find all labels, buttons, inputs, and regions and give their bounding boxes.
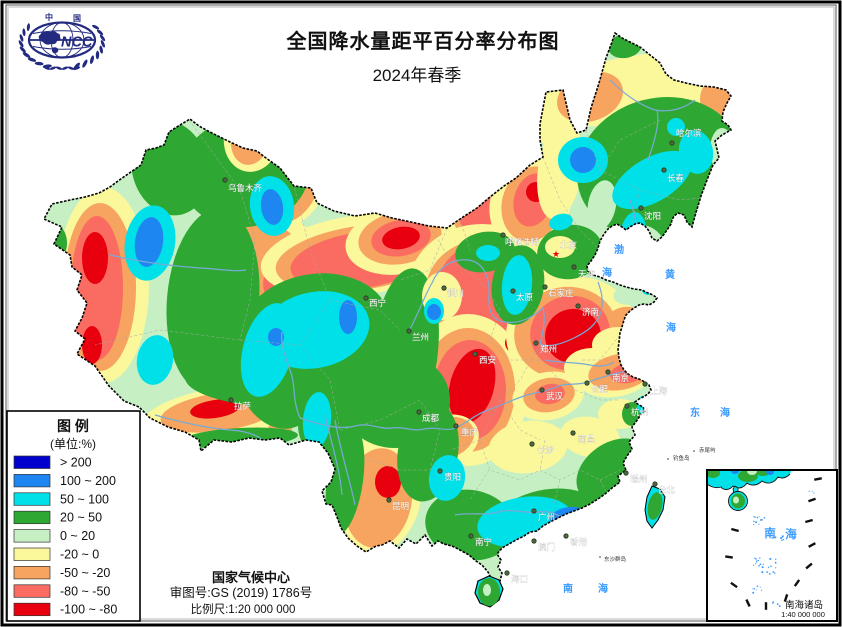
svg-text:渤: 渤 (614, 243, 624, 256)
svg-text:南京: 南京 (612, 373, 629, 383)
svg-text:国: 国 (73, 13, 81, 23)
svg-text:海口: 海口 (511, 574, 528, 584)
svg-text:-50 ~ -20: -50 ~ -20 (60, 566, 110, 580)
svg-text:> 200: > 200 (60, 456, 92, 470)
svg-text:杭州: 杭州 (631, 407, 648, 417)
svg-text:0 ~ 20: 0 ~ 20 (60, 529, 95, 543)
svg-text:南: 南 (563, 582, 573, 595)
svg-text:全国降水量距平百分率分布图: 全国降水量距平百分率分布图 (286, 29, 560, 53)
svg-text:-80 ~ -50: -80 ~ -50 (60, 584, 110, 598)
svg-text:西安: 西安 (479, 355, 496, 365)
svg-text:海: 海 (666, 321, 676, 334)
svg-text:广州: 广州 (538, 512, 555, 522)
svg-text:南: 南 (764, 526, 776, 540)
svg-text:海: 海 (785, 527, 797, 541)
svg-text:黄: 黄 (665, 268, 675, 281)
svg-text:海: 海 (602, 266, 612, 279)
svg-text:石家庄: 石家庄 (548, 288, 574, 298)
svg-text:香港: 香港 (570, 537, 588, 547)
svg-text:北京: 北京 (560, 240, 577, 250)
svg-text:济南: 济南 (582, 307, 599, 317)
svg-text:海: 海 (720, 406, 730, 419)
svg-text:东沙群岛: 东沙群岛 (604, 555, 627, 563)
svg-text:NCC: NCC (61, 35, 93, 51)
svg-text:台北: 台北 (658, 485, 676, 495)
svg-text:澳门: 澳门 (538, 542, 555, 552)
svg-text:100 ~ 200: 100 ~ 200 (60, 474, 116, 488)
svg-text:贵阳: 贵阳 (444, 472, 461, 482)
svg-text:海: 海 (598, 582, 608, 595)
svg-text:★: ★ (552, 249, 560, 259)
svg-text:钓鱼岛: 钓鱼岛 (673, 454, 690, 462)
svg-text:图 例: 图 例 (57, 418, 89, 434)
svg-text:重庆: 重庆 (461, 427, 479, 437)
svg-text:哈尔滨: 哈尔滨 (676, 128, 702, 138)
svg-text:-100 ~ -80: -100 ~ -80 (60, 603, 117, 617)
svg-text:东: 东 (690, 406, 700, 419)
svg-text:武汉: 武汉 (546, 391, 564, 401)
svg-text:比例尺:1:20 000 000: 比例尺:1:20 000 000 (191, 602, 296, 616)
svg-text:兰州: 兰州 (412, 332, 429, 342)
svg-text:长沙: 长沙 (537, 445, 555, 455)
svg-text:郑州: 郑州 (540, 344, 557, 354)
svg-text:福州: 福州 (630, 474, 647, 484)
svg-text:-20 ~ 0: -20 ~ 0 (60, 548, 99, 562)
svg-text:南海诸岛: 南海诸岛 (785, 599, 823, 611)
svg-text:国家气候中心: 国家气候中心 (212, 570, 290, 585)
svg-text:南宁: 南宁 (475, 537, 492, 547)
svg-text:天津: 天津 (578, 269, 596, 279)
svg-text:合肥: 合肥 (591, 384, 609, 394)
svg-text:中: 中 (45, 12, 53, 22)
svg-text:长春: 长春 (667, 173, 685, 183)
svg-text:拉萨: 拉萨 (234, 401, 252, 411)
svg-text:昆明: 昆明 (392, 501, 409, 511)
svg-text:2024年春季: 2024年春季 (373, 66, 462, 85)
svg-text:成都: 成都 (422, 413, 440, 423)
svg-text:20 ~ 50: 20 ~ 50 (60, 511, 102, 525)
svg-text:乌鲁木齐: 乌鲁木齐 (228, 183, 263, 193)
svg-text:(单位:%): (单位:%) (50, 436, 96, 451)
svg-text:上海: 上海 (650, 386, 668, 396)
svg-text:赤尾屿: 赤尾屿 (699, 446, 716, 454)
svg-text:银川: 银川 (447, 288, 464, 298)
svg-text:50 ~ 100: 50 ~ 100 (60, 492, 109, 506)
svg-text:审图号:GS (2019) 1786号: 审图号:GS (2019) 1786号 (170, 585, 312, 600)
svg-text:南昌: 南昌 (578, 434, 595, 444)
svg-text:呼和浩特: 呼和浩特 (505, 237, 540, 247)
svg-text:沈阳: 沈阳 (644, 211, 661, 221)
svg-text:1:40 000 000: 1:40 000 000 (781, 610, 825, 619)
svg-text:西宁: 西宁 (369, 298, 386, 308)
svg-text:太原: 太原 (516, 292, 533, 302)
